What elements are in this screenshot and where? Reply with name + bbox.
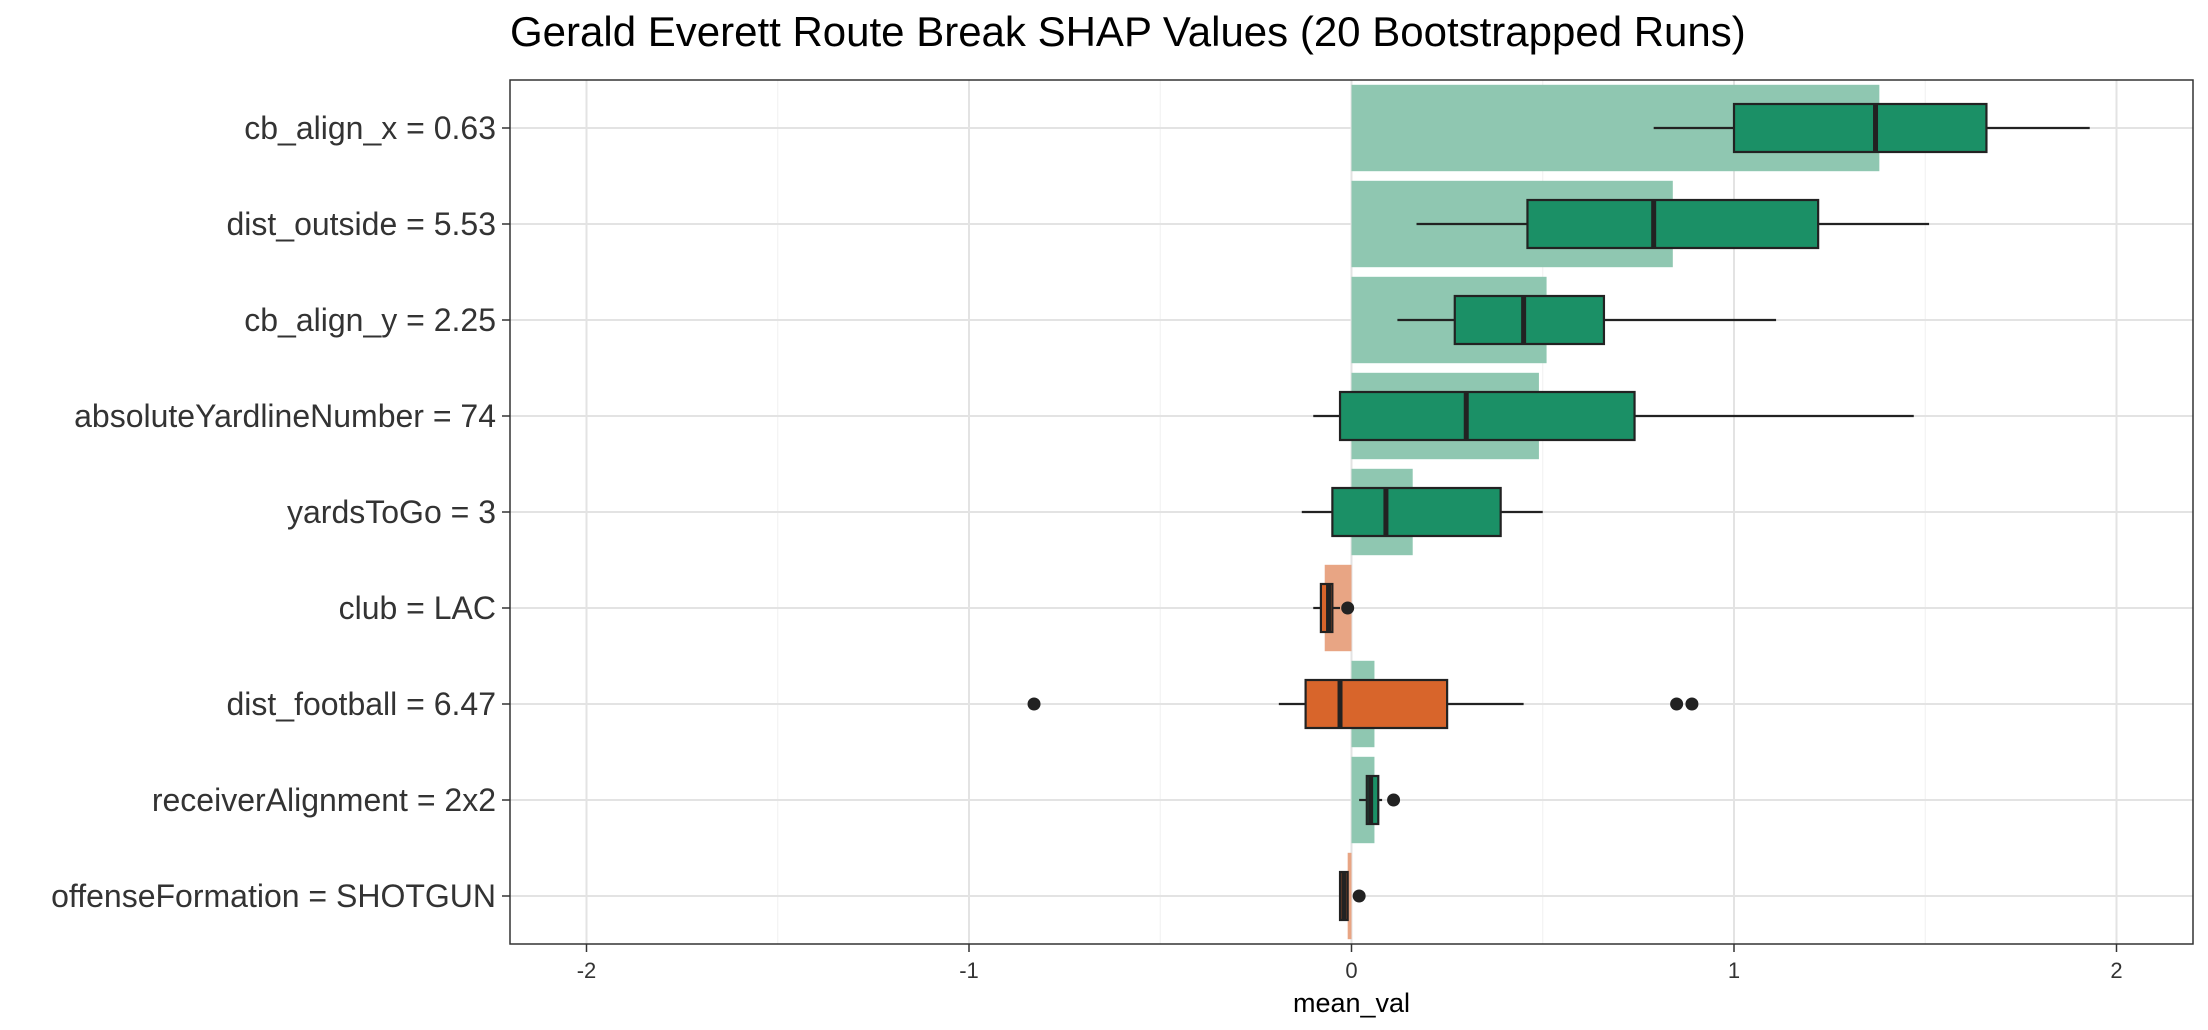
box-iqr: [1526, 198, 1820, 250]
y-tick-label: yardsToGo = 3: [287, 494, 496, 530]
outlier-point: [1387, 793, 1401, 807]
x-tick-label: 0: [1345, 958, 1357, 983]
outlier-point: [1027, 697, 1041, 711]
y-tick-label: offenseFormation = SHOTGUN: [51, 878, 496, 914]
y-tick-label: absoluteYardlineNumber = 74: [74, 398, 496, 434]
x-tick-label: 2: [2110, 958, 2122, 983]
x-tick-label: -2: [577, 958, 597, 983]
outlier-point: [1352, 889, 1366, 903]
y-tick-label: cb_align_y = 2.25: [244, 302, 496, 338]
y-tick-label: receiverAlignment = 2x2: [152, 782, 496, 818]
x-axis-label: mean_val: [1293, 988, 1410, 1018]
mean-bar: [1347, 852, 1352, 940]
y-tick-label: club = LAC: [339, 590, 496, 626]
box-iqr: [1732, 102, 1988, 154]
x-axis-ticks: -2 -1 0 1 2: [577, 944, 2123, 983]
outlier-point: [1670, 697, 1684, 711]
outlier-point: [1685, 697, 1699, 711]
y-axis-labels: cb_align_x = 0.63 dist_outside = 5.53 cb_a…: [51, 110, 510, 914]
y-tick-label: cb_align_x = 0.63: [244, 110, 496, 146]
chart-title: Gerald Everett Route Break SHAP Values (…: [510, 8, 1746, 55]
outlier-point: [1341, 601, 1355, 615]
y-tick-label: dist_outside = 5.53: [226, 206, 496, 242]
box-iqr: [1304, 678, 1449, 730]
box-iqr: [1338, 390, 1636, 442]
boxplots: [1027, 102, 2090, 922]
x-tick-label: -1: [959, 958, 979, 983]
box-iqr: [1331, 486, 1502, 538]
x-tick-label: 1: [1728, 958, 1740, 983]
box-iqr: [1453, 294, 1606, 346]
y-tick-label: dist_football = 6.47: [226, 686, 496, 722]
